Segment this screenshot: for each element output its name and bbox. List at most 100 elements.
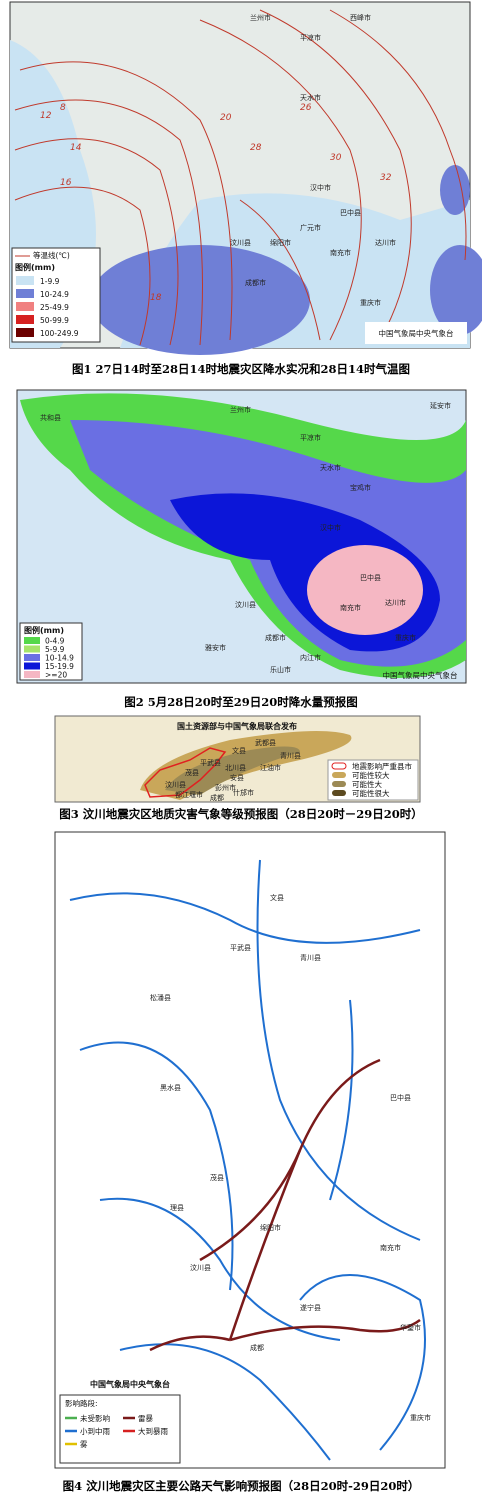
place-name: 什邡市 — [233, 788, 254, 797]
place-name: 武都县 — [255, 738, 276, 747]
legend-label: 雾 — [80, 1440, 88, 1449]
legend-box — [11, 247, 101, 343]
credit: 中国气象局中央气象台 — [383, 670, 458, 680]
place-name: 遂宁县 — [300, 1303, 321, 1312]
credit-box — [365, 322, 467, 344]
place-name: 安县 — [230, 773, 244, 782]
isotherm-label: 12 — [40, 111, 52, 121]
legend-label: 可能性较大 — [352, 770, 390, 780]
caption: 图1 27日14时至28日14时地震灾区降水实况和28日14时气温图 — [72, 362, 410, 376]
place-name: 汶川县 — [230, 238, 251, 247]
place-name: 宝鸡市 — [350, 483, 371, 492]
place-name: 平武县 — [200, 758, 221, 767]
place-name: 绵阳市 — [270, 238, 291, 247]
isotherm-label: 26 — [300, 103, 312, 113]
legend-swatch — [24, 671, 40, 678]
legend-title: 影响路段: — [65, 1398, 98, 1408]
place-name: 成都 — [210, 793, 224, 802]
credit: 中国气象局中央气象台 — [90, 1379, 170, 1389]
place-name: 南充市 — [380, 1243, 401, 1252]
legend-swatch — [24, 645, 40, 653]
legend-swatch — [16, 276, 34, 285]
place-name: 兰州市 — [230, 405, 251, 414]
legend-swatch — [332, 781, 346, 787]
place-name: 成都市 — [245, 278, 266, 287]
legend-label: 10-24.9 — [40, 290, 69, 299]
legend-label: 25-49.9 — [40, 303, 69, 312]
legend-label: 0-4.9 — [45, 637, 65, 646]
legend-label: 15-19.9 — [45, 662, 74, 671]
legend-label: 可能性很大 — [352, 788, 390, 798]
place-name: 华蓥市 — [400, 1323, 421, 1332]
legend-label: >=20 — [45, 671, 67, 680]
place-name: 青川县 — [280, 751, 301, 760]
place-name: 共和县 — [40, 413, 61, 422]
legend-label: 50-99.9 — [40, 316, 69, 325]
place-name: 汉中市 — [310, 183, 331, 192]
place-name: 文县 — [270, 893, 284, 902]
place-name: 内江市 — [300, 653, 321, 662]
place-name: 汶川县 — [235, 600, 256, 609]
place-name: 成都 — [250, 1343, 264, 1352]
place-name: 成都市 — [265, 633, 286, 642]
legend-label: 地震影响严重县市 — [352, 761, 412, 771]
place-name: 汉中市 — [320, 523, 341, 532]
legend-swatch — [24, 662, 40, 670]
place-name: 天水市 — [320, 463, 341, 472]
place-name: 雅安市 — [205, 643, 226, 652]
legend-label: 小到中雨 — [80, 1426, 110, 1436]
legend-label: 等温线(℃) — [33, 250, 70, 260]
place-name: 兰州市 — [250, 13, 271, 22]
place-name: 延安市 — [430, 401, 451, 410]
place-name: 松潘县 — [150, 993, 171, 1002]
caption: 图2 5月28日20时至29日20时降水量预报图 — [124, 695, 358, 709]
legend-label: 雷暴 — [138, 1414, 153, 1423]
isotherm-label: 30 — [330, 153, 342, 163]
place-name: 文县 — [232, 746, 246, 755]
credit: 中国气象局中央气象台 — [379, 328, 454, 338]
place-name: 绵阳市 — [260, 1223, 281, 1232]
place-name: 都江堰市 — [175, 790, 203, 799]
place-name: 西峰市 — [350, 13, 371, 22]
isotherm-label: 32 — [380, 173, 392, 183]
place-name: 北川县 — [225, 764, 246, 772]
legend-label: 1-9.9 — [40, 277, 60, 286]
caption: 图4 汶川地震灾区主要公路天气影响预报图（28日20时-29日20时） — [63, 1479, 420, 1493]
legend-swatch — [16, 302, 34, 311]
legend-title: 图例(mm) — [15, 262, 55, 272]
isotherm-label: 28 — [250, 143, 262, 153]
legend-label: 可能性大 — [352, 779, 382, 789]
header: 国土资源部与中国气象局联合发布 — [177, 721, 297, 731]
legend-swatch — [16, 289, 34, 298]
legend-swatch — [24, 654, 40, 661]
place-name: 青川县 — [300, 953, 321, 962]
place-name: 重庆市 — [410, 1413, 431, 1422]
place-name: 广元市 — [300, 223, 321, 232]
place-name: 南充市 — [340, 603, 361, 612]
place-name: 重庆市 — [395, 633, 416, 642]
place-name: 理县 — [170, 1204, 184, 1212]
place-name: 江油市 — [260, 763, 281, 772]
legend-label: 10-14.9 — [45, 654, 74, 663]
place-name: 达川市 — [375, 238, 396, 247]
place-name: 茂县 — [210, 1173, 224, 1182]
figure-1: 8 12 14 16 18 20 26 28 30 32 兰州市 西峰市平凉市天水市汉中市广元市绵阳市… — [9, 1, 482, 355]
place-name: 彭州市 — [215, 783, 236, 792]
legend-swatch — [331, 762, 347, 770]
legend-swatch — [332, 790, 346, 796]
place-name: 茂县 — [185, 768, 199, 777]
legend-swatch — [16, 315, 34, 324]
legend-swatch — [332, 772, 346, 778]
legend-swatch — [24, 637, 40, 644]
place-name: 巴中县 — [390, 1093, 411, 1102]
place-name: 平凉市 — [300, 433, 321, 442]
legend-label: 未受影响 — [80, 1413, 110, 1423]
place-name: 达川市 — [385, 598, 406, 607]
place-name: 平凉市 — [300, 33, 321, 42]
place-name: 平武县 — [230, 943, 251, 952]
legend-label: 5-9.9 — [45, 645, 65, 654]
legend-box — [59, 1394, 181, 1464]
place-name: 南充市 — [330, 248, 351, 257]
